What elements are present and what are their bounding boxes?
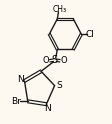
Text: N: N <box>17 76 24 84</box>
Text: O: O <box>60 56 67 65</box>
Text: CH₃: CH₃ <box>52 5 66 14</box>
Text: Br: Br <box>11 97 21 106</box>
Text: S: S <box>56 80 62 90</box>
Text: S: S <box>51 55 57 65</box>
Text: O: O <box>42 56 49 65</box>
Text: N: N <box>43 104 50 113</box>
Text: Cl: Cl <box>85 30 94 39</box>
